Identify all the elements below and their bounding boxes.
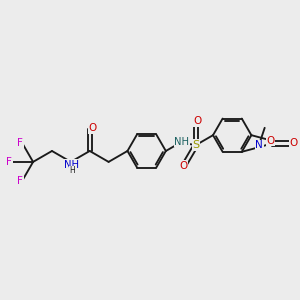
Text: NH: NH [175,137,190,147]
Text: F: F [6,157,12,167]
Text: H: H [69,166,75,175]
Text: F: F [17,138,23,148]
Text: O: O [289,139,297,148]
Text: N: N [255,140,263,151]
Text: O: O [179,160,187,170]
Text: O: O [267,136,275,146]
Text: O: O [193,116,201,126]
Text: S: S [193,140,200,150]
Text: F: F [17,176,23,186]
Text: NH: NH [64,160,79,170]
Text: O: O [88,123,97,133]
